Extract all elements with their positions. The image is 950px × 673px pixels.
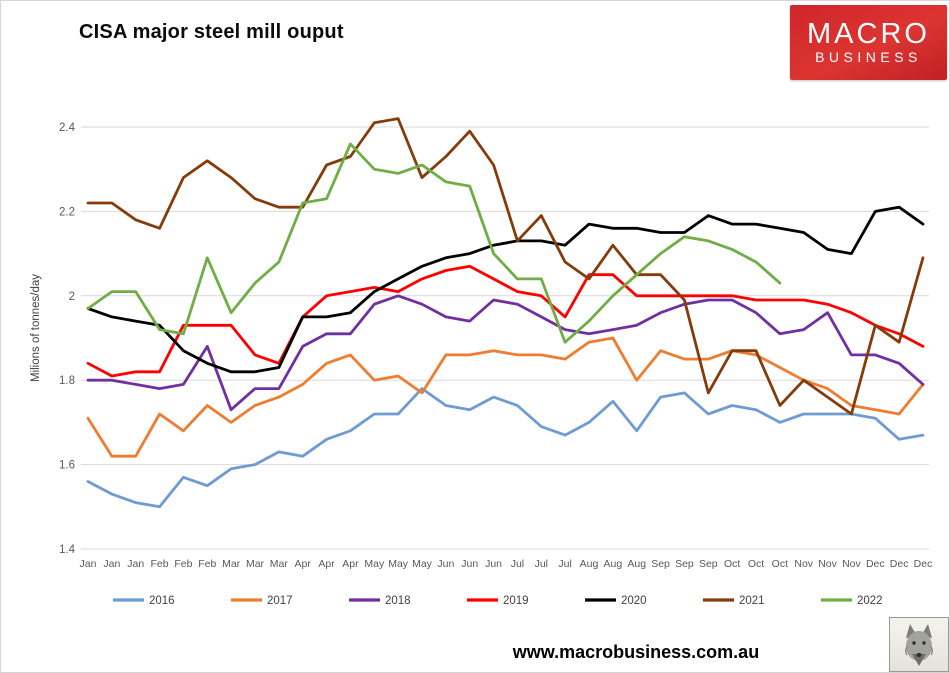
x-tick-label: May [412,558,433,570]
x-tick-label: Apr [295,558,312,570]
x-tick-label: Dec [890,558,909,570]
x-tick-label: Feb [174,558,192,570]
x-tick-label: Mar [222,558,241,570]
x-tick-label: Dec [914,558,933,570]
series-line-2018 [86,294,925,412]
x-tick-label: Jun [437,558,454,570]
x-tick-label: May [388,558,409,570]
y-tick-label: 1.8 [59,375,75,387]
x-tick-label: Sep [651,558,670,570]
series-line-2020 [86,205,925,374]
x-tick-label: Sep [675,558,694,570]
website-url[interactable]: www.macrobusiness.com.au [512,642,760,662]
series-line-2022 [86,142,782,344]
y-tick-label: 2.2 [59,206,75,218]
x-tick-label: May [364,558,385,570]
x-tick-label: Mar [246,558,265,570]
x-tick-label: Jun [461,558,478,570]
x-tick-label: Feb [151,558,169,570]
x-tick-label: Feb [198,558,216,570]
macrobusiness-logo[interactable]: MACRO BUSINESS [790,5,947,80]
x-tick-label: Jan [103,558,120,570]
x-tick-label: Nov [818,558,837,570]
x-tick-label: Mar [270,558,289,570]
x-tick-label: Jul [535,558,548,570]
x-tick-label: Oct [772,558,788,570]
x-tick-label: Aug [627,558,646,570]
series-line-2021 [86,117,925,416]
logo-text-business: BUSINESS [815,49,922,65]
x-tick-label: Nov [842,558,861,570]
x-tick-label: Jan [127,558,144,570]
x-tick-label: Jun [485,558,502,570]
x-tick-label: Jul [511,558,524,570]
legend-label-2016: 2016 [149,595,175,607]
x-tick-label: Aug [604,558,623,570]
y-tick-label: 1.4 [59,544,76,556]
logo-text-macro: MACRO [807,18,930,50]
y-tick-label: 2.4 [59,122,76,134]
x-tick-label: Jul [558,558,571,570]
x-tick-label: Dec [866,558,885,570]
legend-label-2019: 2019 [503,595,529,607]
y-tick-label: 1.6 [59,460,75,472]
x-tick-label: Aug [580,558,599,570]
x-tick-label: Oct [724,558,740,570]
wolf-icon [905,623,933,666]
x-tick-label: Sep [699,558,718,570]
legend-label-2018: 2018 [385,595,411,607]
legend-label-2022: 2022 [857,595,883,607]
series-line-2019 [86,264,925,378]
legend-label-2017: 2017 [267,595,293,607]
x-tick-label: Jan [80,558,97,570]
y-axis-title: Milions of tonnes/day [30,274,42,382]
wolf-logo [889,617,949,672]
x-tick-label: Apr [342,558,359,570]
x-tick-label: Nov [794,558,813,570]
y-tick-label: 2 [69,291,75,303]
legend-label-2020: 2020 [621,595,647,607]
series-line-2017 [86,336,925,458]
series-line-2016 [86,387,925,509]
legend-label-2021: 2021 [739,595,765,607]
page-title: CISA major steel mill ouput [79,21,344,43]
line-chart: 1.4 1.6 1.8 2 2.2 2.4 Milions of tonnes/day Jan… [30,117,933,607]
x-tick-label: Apr [318,558,335,570]
x-tick-label: Oct [748,558,764,570]
